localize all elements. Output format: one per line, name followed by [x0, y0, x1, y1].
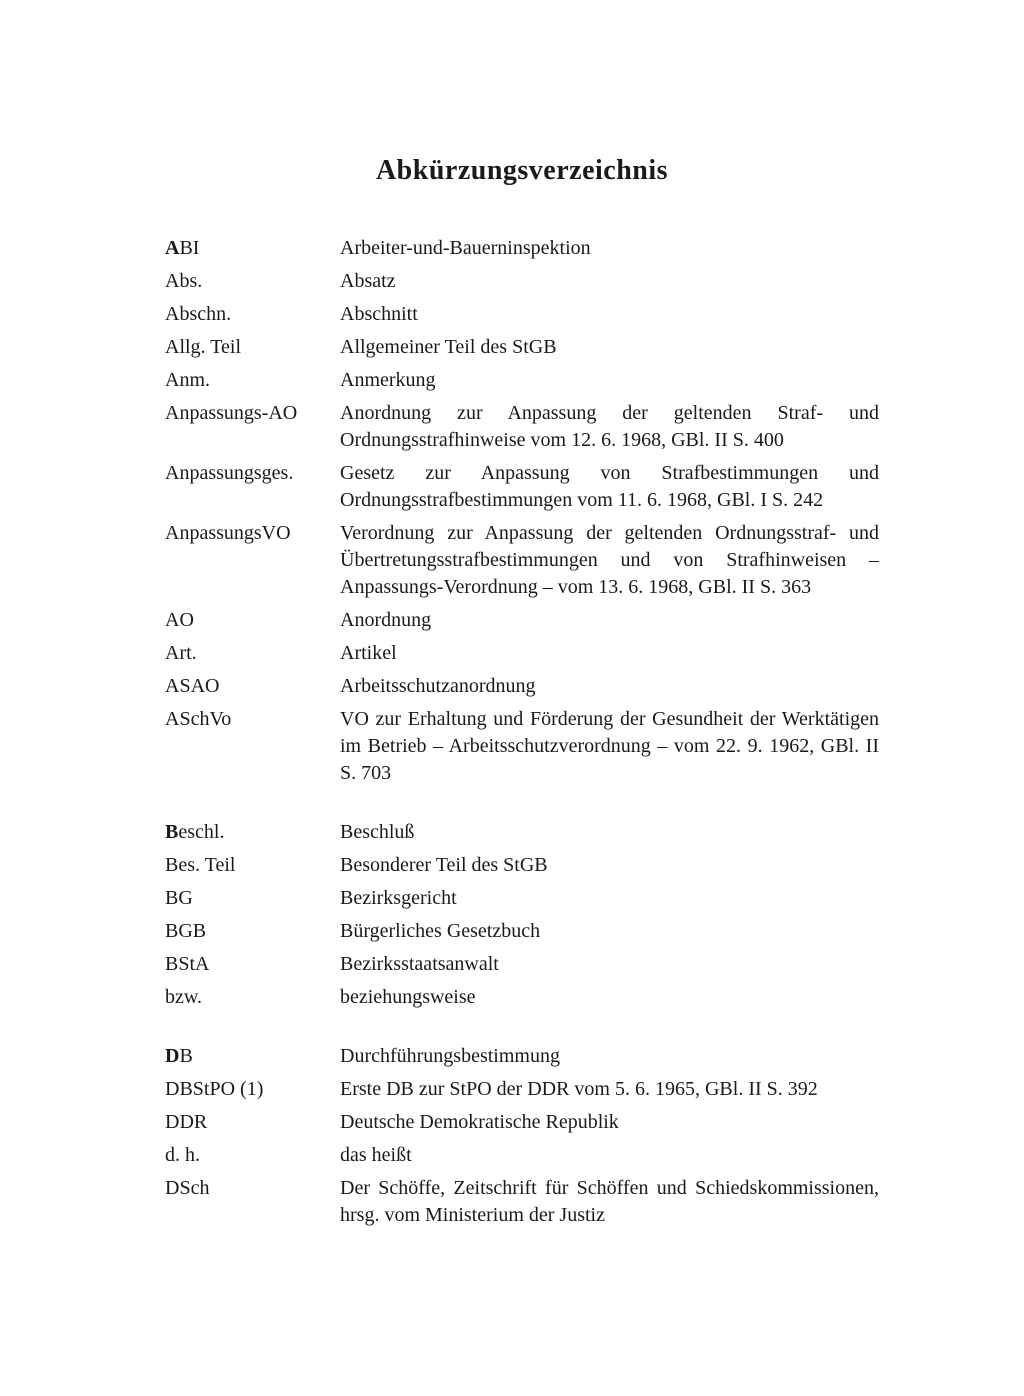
abbreviation-entry: DDRDeutsche Demokratische Republik — [165, 1109, 879, 1136]
abbreviation-term: Allg. Teil — [165, 334, 340, 361]
abbreviation-definition: Abschnitt — [340, 301, 879, 328]
abbreviation-term: ASAO — [165, 673, 340, 700]
abbreviation-entry: Abschn.Abschnitt — [165, 301, 879, 328]
abbreviation-term: BStA — [165, 951, 340, 978]
abbreviation-definition: Bürgerliches Gesetzbuch — [340, 918, 879, 945]
abbreviation-term: ASchVo — [165, 706, 340, 733]
abbreviation-definition: Durchführungsbestimmung — [340, 1043, 879, 1070]
abbreviation-entry: ASchVoVO zur Erhaltung und Förderung der… — [165, 706, 879, 787]
abbreviation-definition: Bezirksstaatsanwalt — [340, 951, 879, 978]
abbreviation-definition: Der Schöffe, Zeitschrift für Schöffen un… — [340, 1175, 879, 1229]
abbreviation-term: AO — [165, 607, 340, 634]
abbreviation-entry: DBStPO (1)Erste DB zur StPO der DDR vom … — [165, 1076, 879, 1103]
abbreviation-definition: Allgemeiner Teil des StGB — [340, 334, 879, 361]
abbreviation-entry: DSchDer Schöffe, Zeitschrift für Schöffe… — [165, 1175, 879, 1229]
abbreviation-entry: Beschl.Beschluß — [165, 819, 879, 846]
abbreviation-entry: BGBBürgerliches Gesetzbuch — [165, 918, 879, 945]
abbreviation-entry: Anm.Anmerkung — [165, 367, 879, 394]
abbreviation-entry: Allg. TeilAllgemeiner Teil des StGB — [165, 334, 879, 361]
abbreviation-term: DBStPO (1) — [165, 1076, 340, 1103]
abbreviation-term: DSch — [165, 1175, 340, 1202]
abbreviation-term: bzw. — [165, 984, 340, 1011]
abbreviation-definition: Anordnung zur Anpassung der geltenden St… — [340, 400, 879, 454]
abbreviation-term: Beschl. — [165, 819, 340, 846]
abbreviation-entry: Art.Artikel — [165, 640, 879, 667]
abbreviation-term: Abschn. — [165, 301, 340, 328]
abbreviation-entry: Bes. TeilBesonderer Teil des StGB — [165, 852, 879, 879]
abbreviation-term: Abs. — [165, 268, 340, 295]
abbreviation-term: Anpassungs-AO — [165, 400, 340, 427]
abbreviation-entry: BGBezirksgericht — [165, 885, 879, 912]
abbreviation-definition: beziehungsweise — [340, 984, 879, 1011]
abbreviation-definition: Bezirksgericht — [340, 885, 879, 912]
abbreviation-entry: BStABezirksstaatsanwalt — [165, 951, 879, 978]
abbreviation-list: ABIArbeiter-und-BauerninspektionAbs.Absa… — [165, 235, 879, 1235]
abbreviation-entry: Anpassungsges.Gesetz zur Anpassung von S… — [165, 460, 879, 514]
abbreviation-group: Beschl.BeschlußBes. TeilBesonderer Teil … — [165, 819, 879, 1017]
abbreviation-entry: bzw.beziehungsweise — [165, 984, 879, 1011]
abbreviation-term: BG — [165, 885, 340, 912]
page-title: Abkürzungsverzeichnis — [165, 155, 879, 187]
abbreviation-term: ABI — [165, 235, 340, 262]
abbreviation-definition: Artikel — [340, 640, 879, 667]
abbreviation-entry: Abs.Absatz — [165, 268, 879, 295]
abbreviation-definition: Besonderer Teil des StGB — [340, 852, 879, 879]
abbreviation-definition: Beschluß — [340, 819, 879, 846]
abbreviation-entry: AOAnordnung — [165, 607, 879, 634]
abbreviation-definition: Anmerkung — [340, 367, 879, 394]
abbreviation-term: Art. — [165, 640, 340, 667]
abbreviation-term: BGB — [165, 918, 340, 945]
abbreviation-definition: Absatz — [340, 268, 879, 295]
abbreviation-definition: Gesetz zur Anpassung von Strafbestimmung… — [340, 460, 879, 514]
abbreviation-term: Anpassungsges. — [165, 460, 340, 487]
abbreviation-term: Anm. — [165, 367, 340, 394]
abbreviation-term: AnpassungsVO — [165, 520, 340, 547]
abbreviation-definition: Anordnung — [340, 607, 879, 634]
abbreviation-entry: DBDurchführungsbestimmung — [165, 1043, 879, 1070]
abbreviation-definition: Verordnung zur Anpassung der geltenden O… — [340, 520, 879, 601]
abbreviation-group: DBDurchführungsbestimmungDBStPO (1)Erste… — [165, 1043, 879, 1235]
abbreviation-definition: Arbeitsschutzanordnung — [340, 673, 879, 700]
abbreviation-term: DB — [165, 1043, 340, 1070]
abbreviation-definition: Erste DB zur StPO der DDR vom 5. 6. 1965… — [340, 1076, 879, 1103]
abbreviation-entry: ASAOArbeitsschutzanordnung — [165, 673, 879, 700]
abbreviation-entry: ABIArbeiter-und-Bauerninspektion — [165, 235, 879, 262]
abbreviation-definition: Arbeiter-und-Bauerninspektion — [340, 235, 879, 262]
abbreviation-definition: VO zur Erhaltung und Förderung der Gesun… — [340, 706, 879, 787]
abbreviation-term: Bes. Teil — [165, 852, 340, 879]
abbreviation-entry: Anpassungs-AOAnordnung zur Anpassung der… — [165, 400, 879, 454]
abbreviation-term: DDR — [165, 1109, 340, 1136]
abbreviation-group: ABIArbeiter-und-BauerninspektionAbs.Absa… — [165, 235, 879, 793]
abbreviation-term: d. h. — [165, 1142, 340, 1169]
abbreviation-definition: das heißt — [340, 1142, 879, 1169]
abbreviation-entry: d. h.das heißt — [165, 1142, 879, 1169]
abbreviation-definition: Deutsche Demokratische Republik — [340, 1109, 879, 1136]
abbreviation-entry: AnpassungsVOVerordnung zur Anpassung der… — [165, 520, 879, 601]
